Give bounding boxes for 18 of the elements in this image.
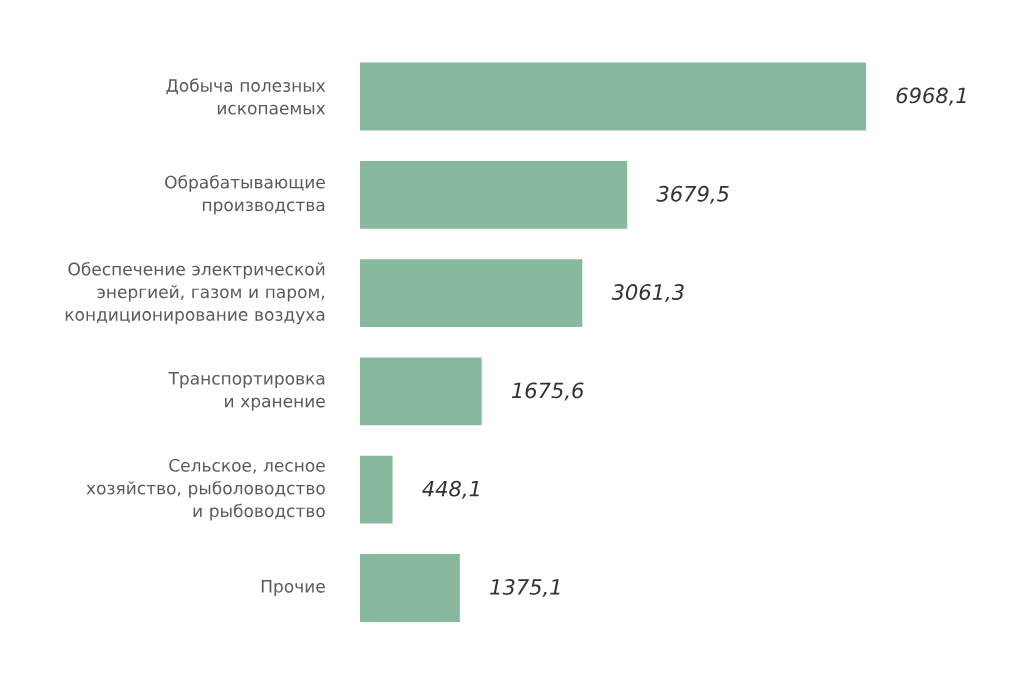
y-tick-label: Транспортировка и хранение [168, 372, 325, 411]
bar [360, 357, 482, 426]
bar [360, 160, 628, 229]
y-tick-label: Обеспечение электрической энергией, газом и паром, кондиционирование воздуха [65, 262, 325, 325]
data-label: 1375,1 [490, 579, 560, 598]
data-label: 3061,3 [611, 284, 684, 303]
y-tick-label: Сельское, лесное хозяйство, рыболоводство и рыбоводство [86, 458, 325, 521]
data-label: 6968,1 [896, 87, 966, 106]
y-tick-label: Добыча полезных ископаемых [166, 78, 326, 115]
data-label: 1675,6 [511, 382, 584, 401]
data-label: 3679,5 [656, 185, 729, 204]
bar [360, 554, 460, 622]
y-tick-label: Обрабатывающие производства [165, 175, 325, 215]
y-tick-label: Прочие [261, 580, 325, 596]
bar [360, 455, 393, 524]
bar [360, 62, 866, 131]
data-label: 448,1 [422, 480, 479, 499]
bar [360, 259, 583, 328]
